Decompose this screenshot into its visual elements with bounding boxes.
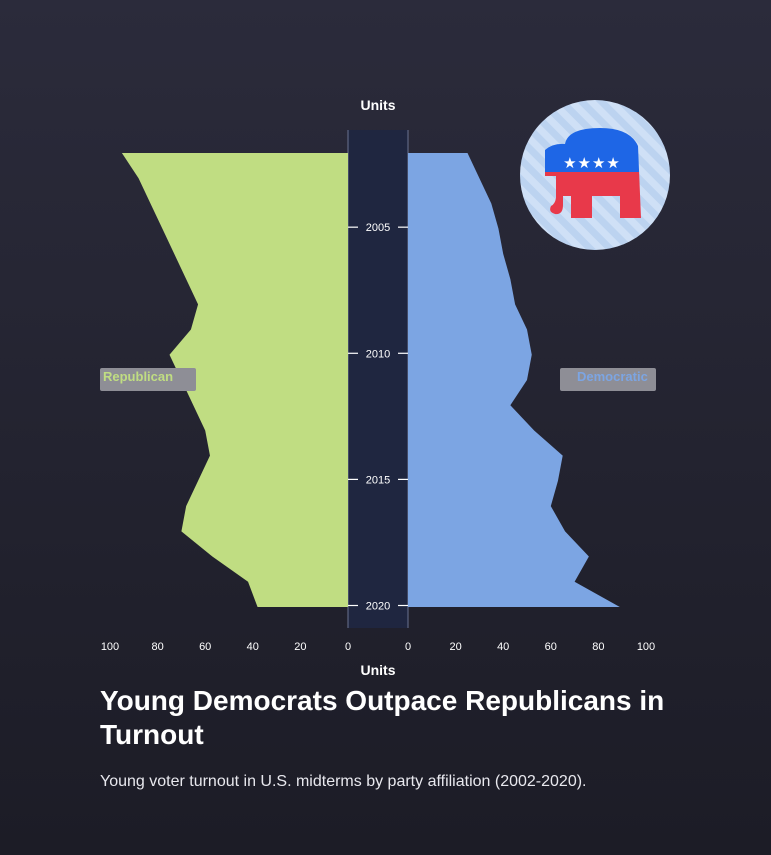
left-x-tick-100: 100 xyxy=(101,641,119,653)
bottom-axis-title: Units xyxy=(361,662,396,678)
center-year-band xyxy=(348,130,408,628)
democratic-area xyxy=(408,153,620,607)
legend-republican[interactable]: Republican xyxy=(100,368,196,391)
year-tick-group: 2005 2010 2015 2020 xyxy=(348,222,408,613)
legend-democratic-box xyxy=(560,368,656,391)
right-x-tick-60: 60 xyxy=(545,641,557,653)
legend-republican-label: Republican xyxy=(103,369,173,384)
left-x-tick-0: 0 xyxy=(345,641,351,653)
legend-democratic-label: Democratic xyxy=(577,369,648,384)
right-x-tick-20: 20 xyxy=(449,641,461,653)
right-x-tick-80: 80 xyxy=(592,641,604,653)
left-x-tick-80: 80 xyxy=(151,641,163,653)
svg-text:★★★★: ★★★★ xyxy=(563,155,621,172)
legend-republican-box xyxy=(100,368,196,391)
year-label-2010: 2010 xyxy=(366,348,390,360)
year-label-2015: 2015 xyxy=(366,474,390,486)
right-x-tick-100: 100 xyxy=(637,641,655,653)
year-label-2020: 2020 xyxy=(366,601,390,613)
chart-title: Young Democrats Outpace Republicans in T… xyxy=(100,685,665,750)
x-tick-group: 100 80 60 40 20 0 0 20 40 60 80 100 xyxy=(101,641,655,653)
legend-democratic[interactable]: Democratic xyxy=(560,368,656,391)
right-x-tick-40: 40 xyxy=(497,641,509,653)
left-x-tick-40: 40 xyxy=(247,641,259,653)
top-axis-title: Units xyxy=(361,97,396,113)
republican-area xyxy=(121,153,349,607)
left-x-tick-20: 20 xyxy=(294,641,306,653)
right-x-tick-0: 0 xyxy=(405,641,411,653)
republican-elephant-icon: ★★★★ xyxy=(520,100,670,250)
year-label-2005: 2005 xyxy=(366,222,390,234)
chart-subtitle: Young voter turnout in U.S. midterms by … xyxy=(100,773,587,790)
left-x-tick-60: 60 xyxy=(199,641,211,653)
